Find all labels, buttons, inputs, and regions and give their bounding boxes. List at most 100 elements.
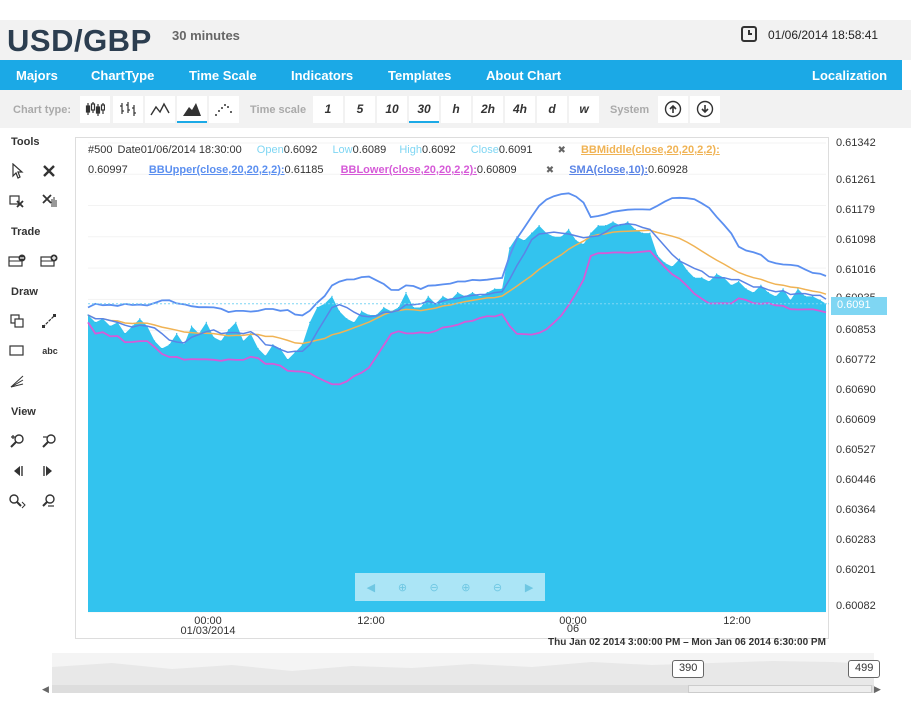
app-header: USD/GBP 30 minutes 01/06/2014 18:58:41 xyxy=(0,20,911,60)
order-plus-icon xyxy=(40,254,58,267)
scroll-left-button[interactable] xyxy=(7,461,27,481)
close-price-point xyxy=(804,295,806,297)
close-price-point xyxy=(154,340,156,342)
remove-bbands-icon[interactable]: ✖ xyxy=(557,145,566,156)
time-scale-w-button[interactable]: w xyxy=(569,96,599,123)
y-tick-label: 0.61098 xyxy=(836,234,876,246)
time-scale-d-button[interactable]: d xyxy=(537,96,567,123)
legend-bbupper-label[interactable]: BBUpper(close,20,20,2,2): xyxy=(148,164,285,176)
chart-type-mountain-button[interactable] xyxy=(177,96,207,123)
time-scale-h-button[interactable]: h xyxy=(441,96,471,123)
bb-lower-line xyxy=(87,250,827,386)
legend-close-label: Close xyxy=(470,144,499,156)
zoom-in-icon xyxy=(10,434,24,448)
x-tick-time: 12:00 xyxy=(723,615,751,627)
delete-selected-button[interactable] xyxy=(7,191,27,211)
zoombar-scroll-left-icon[interactable]: ◀ xyxy=(366,581,376,594)
range-navigator[interactable] xyxy=(52,653,874,688)
trend-line-button[interactable] xyxy=(39,311,59,331)
navigator-scroll-thumb[interactable] xyxy=(688,685,872,693)
close-price-point xyxy=(708,280,710,283)
chart-type-dots-button[interactable] xyxy=(209,96,239,123)
menu-about-chart[interactable]: About Chart xyxy=(486,68,562,83)
zoombar-scroll-right-icon[interactable]: ▶ xyxy=(524,581,534,594)
text-tool-button[interactable]: abc xyxy=(42,346,58,356)
navigator-end-handle[interactable]: 499 xyxy=(848,660,881,678)
legend-close-value: 0.6091 xyxy=(498,144,533,156)
zoom-out-button[interactable] xyxy=(39,431,59,451)
time-scale-10-button[interactable]: 10 xyxy=(377,96,407,123)
close-price-point xyxy=(590,232,592,234)
close-price-point xyxy=(94,321,96,323)
chart-type-ohlc-button[interactable] xyxy=(113,96,143,123)
sell-order-button[interactable] xyxy=(7,251,27,271)
copy-icon xyxy=(10,314,24,328)
cloud-upload-icon xyxy=(664,100,682,117)
close-price-point xyxy=(649,232,651,234)
menu-templates[interactable]: Templates xyxy=(388,68,452,83)
close-price-point xyxy=(738,280,740,283)
navigator-right-arrow-icon[interactable]: ▶ xyxy=(874,684,881,694)
y-tick-label: 0.61016 xyxy=(836,264,876,276)
legend-bbmiddle-label[interactable]: BBMiddle(close,20,20,2,2): xyxy=(580,144,720,156)
legend-indicators: 0.60997 BBUpper(close,20,20,2,2):0.61185… xyxy=(88,164,688,176)
cursor-tool-button[interactable] xyxy=(7,161,27,181)
navigator-start-handle[interactable]: 390 xyxy=(672,660,705,678)
y-tick-label: 0.60283 xyxy=(836,534,876,546)
close-price-point xyxy=(642,232,644,234)
zoom-in-x-button[interactable] xyxy=(7,491,27,511)
zoombar-zoom-x-in-icon[interactable]: ⊕ xyxy=(461,581,471,594)
close-price-point xyxy=(398,306,400,309)
close-price-point xyxy=(494,288,496,290)
legend-sma-label[interactable]: SMA(close,10): xyxy=(569,164,649,176)
zoombar-zoom-out-icon[interactable]: ⊖ xyxy=(429,581,439,594)
ohlc-bars-icon xyxy=(120,101,136,116)
zoom-out-x-button[interactable] xyxy=(39,491,59,511)
remove-sma-icon[interactable]: ✖ xyxy=(545,165,555,176)
delete-all-icon xyxy=(42,194,57,207)
time-scale-1-button[interactable]: 1 xyxy=(313,96,343,123)
menu-time-scale[interactable]: Time Scale xyxy=(189,68,257,83)
time-scale-4h-button[interactable]: 4h xyxy=(505,96,535,123)
chart-type-line-button[interactable] xyxy=(145,96,175,123)
navigator-left-arrow-icon[interactable]: ◀ xyxy=(42,684,49,694)
close-price-point xyxy=(486,292,488,294)
close-icon xyxy=(43,165,55,177)
close-price-point xyxy=(427,295,429,297)
close-price-point xyxy=(346,318,348,320)
main-menu: Majors ChartType Time Scale Indicators T… xyxy=(0,60,902,90)
close-price-point xyxy=(420,306,422,309)
time-scale-30-button[interactable]: 30 xyxy=(409,96,439,123)
navigator-preview xyxy=(52,661,874,688)
zoom-in-button[interactable] xyxy=(7,431,27,451)
x-tick-date: 06 xyxy=(566,623,580,635)
close-price-point xyxy=(523,239,525,242)
delete-tool-button[interactable] xyxy=(39,161,59,181)
close-price-point xyxy=(560,236,562,238)
download-button[interactable] xyxy=(690,96,720,123)
fan-tool-button[interactable] xyxy=(7,371,27,391)
menu-charttype[interactable]: ChartType xyxy=(91,68,155,83)
zoombar-zoom-x-out-icon[interactable]: ⊖ xyxy=(492,581,503,594)
navigator-scrollbar[interactable] xyxy=(52,685,874,693)
scroll-right-button[interactable] xyxy=(39,461,59,481)
delete-all-button[interactable] xyxy=(39,191,59,211)
time-scale-2h-button[interactable]: 2h xyxy=(473,96,503,123)
upload-button[interactable] xyxy=(658,96,688,123)
time-scale-5-button[interactable]: 5 xyxy=(345,96,375,123)
close-price-point xyxy=(405,292,407,294)
menu-indicators[interactable]: Indicators xyxy=(291,68,354,83)
menu-majors[interactable]: Majors xyxy=(16,68,58,83)
x-tick-label: 12:00 xyxy=(709,615,765,627)
close-price-point xyxy=(797,288,799,290)
legend-high-value: 0.6092 xyxy=(421,144,456,156)
legend-bblower-label[interactable]: BBLower(close,20,20,2,2): xyxy=(340,164,477,176)
menu-localization[interactable]: Localization xyxy=(812,68,888,83)
zoombar-zoom-in-icon[interactable]: ⊕ xyxy=(397,581,408,594)
chart-type-candlestick-button[interactable] xyxy=(80,96,110,123)
buy-order-button[interactable] xyxy=(39,251,59,271)
copy-drawing-button[interactable] xyxy=(7,311,27,331)
rectangle-tool-button[interactable] xyxy=(7,341,27,361)
close-price-point xyxy=(168,344,170,346)
close-price-point xyxy=(775,295,777,297)
